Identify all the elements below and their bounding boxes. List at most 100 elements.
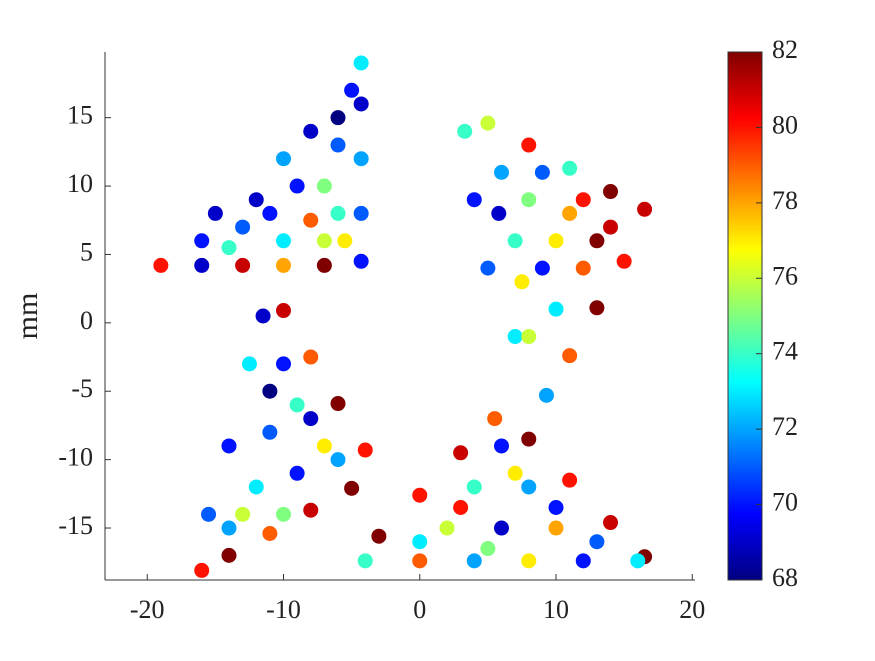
point (589, 300, 605, 316)
point (562, 205, 578, 221)
point (255, 308, 271, 324)
x-tick-label: 0 (413, 595, 426, 624)
point (521, 192, 537, 208)
colorbar (727, 51, 763, 581)
point (344, 480, 360, 496)
point (289, 465, 305, 481)
colorbar-tick-label: 72 (772, 412, 798, 441)
point (494, 438, 510, 454)
point (480, 541, 496, 557)
point (371, 528, 387, 544)
point (538, 387, 554, 403)
y-axis-label: mm (11, 293, 44, 340)
point (480, 260, 496, 276)
point (207, 205, 223, 221)
point (548, 301, 564, 317)
point (357, 442, 373, 458)
point (353, 55, 369, 71)
point (521, 329, 537, 345)
point (194, 257, 210, 273)
x-tick-label: 10 (543, 595, 569, 624)
point (603, 515, 619, 531)
point (289, 178, 305, 194)
y-tick-label: -5 (71, 374, 93, 403)
point (616, 253, 632, 269)
point (337, 233, 353, 249)
point (466, 192, 482, 208)
point (412, 487, 428, 503)
point (353, 253, 369, 269)
point (235, 257, 251, 273)
point (248, 192, 264, 208)
point (235, 219, 251, 235)
point (353, 151, 369, 167)
point (221, 520, 237, 536)
point (330, 396, 346, 412)
point (521, 553, 537, 569)
point (521, 431, 537, 447)
point (562, 472, 578, 488)
point (330, 110, 346, 126)
point (575, 260, 591, 276)
colorbar-tick-label: 80 (772, 110, 798, 139)
point (262, 205, 278, 221)
point (201, 506, 217, 522)
point (487, 411, 503, 427)
y-tick-label: 10 (67, 169, 93, 198)
colorbar-tick-label: 82 (772, 35, 798, 64)
point (548, 500, 564, 516)
point (494, 520, 510, 536)
point (330, 205, 346, 221)
point (303, 123, 319, 139)
point (548, 233, 564, 249)
colorbar-tick-label: 68 (772, 563, 798, 592)
point (457, 123, 473, 139)
point (303, 411, 319, 427)
point (521, 479, 537, 495)
point (241, 356, 257, 372)
point (275, 356, 291, 372)
point (514, 274, 530, 290)
point (316, 233, 332, 249)
point (630, 553, 646, 569)
point (439, 520, 455, 536)
point (603, 219, 619, 235)
point (507, 233, 523, 249)
point (453, 445, 469, 461)
point (248, 479, 264, 495)
point (575, 553, 591, 569)
x-tick-label: -10 (266, 595, 301, 624)
point (316, 257, 332, 273)
x-tick-label: 20 (679, 595, 705, 624)
x-tick-label: -20 (130, 595, 165, 624)
colorbar-tick-label: 70 (772, 488, 798, 517)
point (316, 178, 332, 194)
point (275, 233, 291, 249)
point (453, 500, 469, 516)
y-tick-label: -10 (58, 443, 93, 472)
point (562, 160, 578, 176)
point (262, 424, 278, 440)
point (575, 192, 591, 208)
point (289, 397, 305, 413)
point (316, 438, 332, 454)
point (562, 348, 578, 364)
point (589, 534, 605, 550)
point (466, 479, 482, 495)
point (521, 137, 537, 153)
point (466, 553, 482, 569)
point (589, 233, 605, 249)
colorbar-tick-label: 74 (772, 337, 798, 366)
point (637, 201, 653, 217)
point (412, 553, 428, 569)
point (507, 329, 523, 345)
point (353, 96, 369, 112)
point (494, 164, 510, 180)
point (303, 212, 319, 228)
point (353, 205, 369, 221)
point (534, 164, 550, 180)
y-tick-label: 5 (80, 237, 93, 266)
y-tick-label: 15 (67, 101, 93, 130)
point (194, 562, 210, 578)
